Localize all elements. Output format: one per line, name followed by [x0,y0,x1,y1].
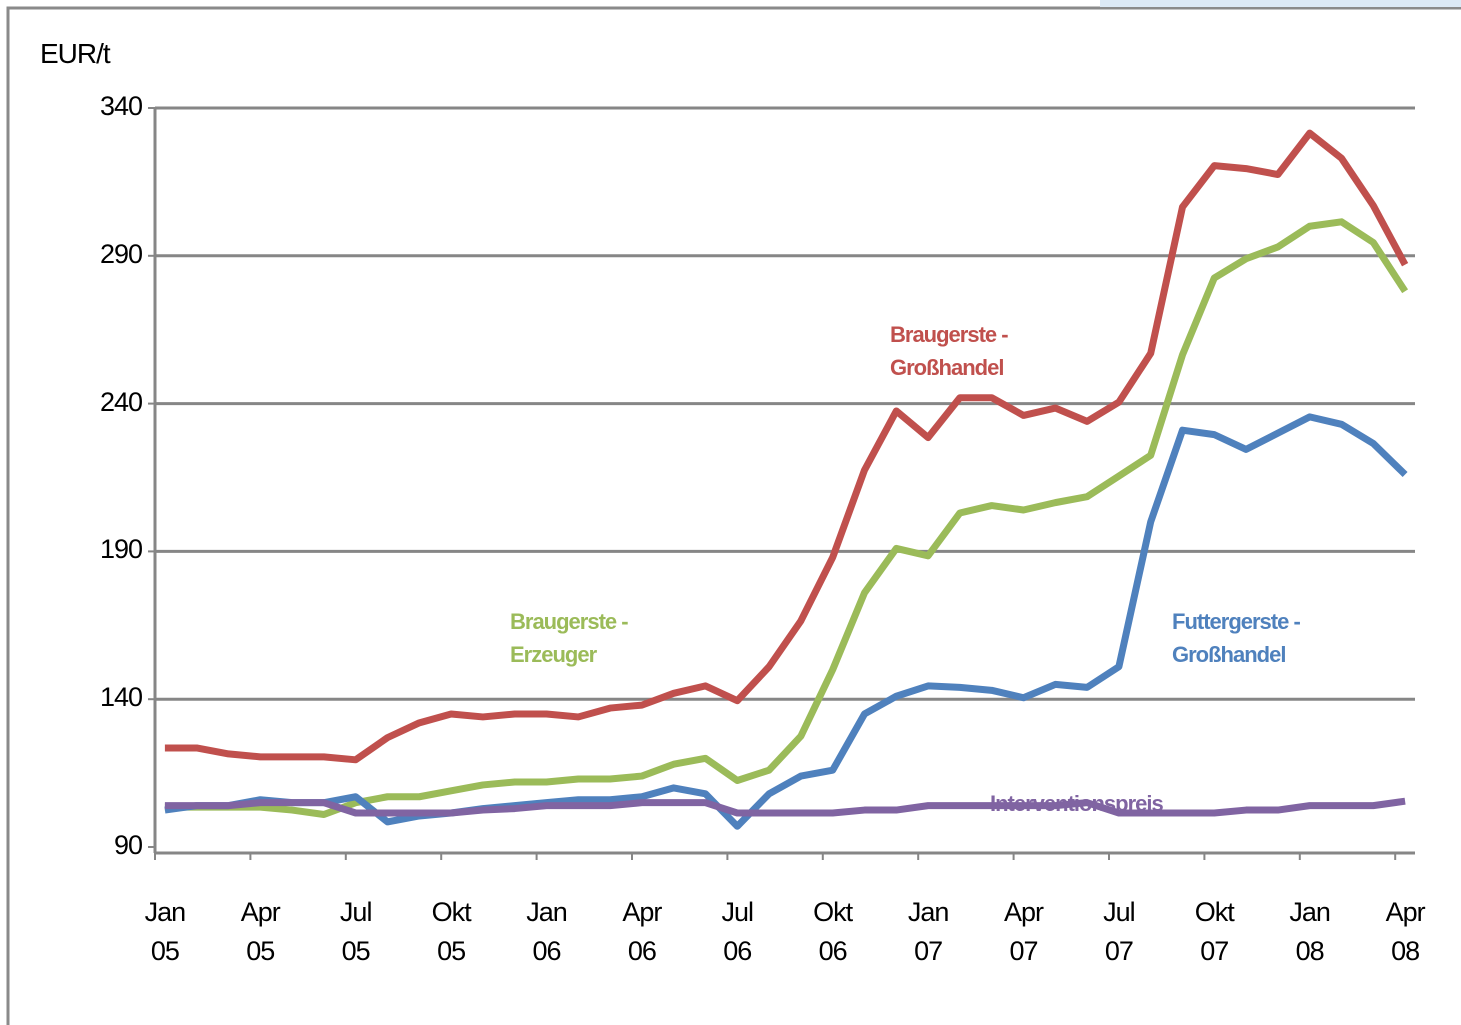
y-tick-label: 290 [99,238,143,269]
y-tick-label: 140 [99,682,143,713]
frame [6,6,1461,1025]
series-label: Braugerste - Erzeuger [510,609,629,667]
x-tick-label: Jan 07 [907,897,950,967]
x-tick-label: Okt 07 [1194,897,1235,967]
series-line [164,413,1408,830]
series-line [164,218,1409,818]
y-axis-label: EUR/t [40,38,111,69]
x-tick-label: Okt 05 [431,897,472,967]
series-line [164,797,1406,817]
series-label: Interventionspreis [990,791,1164,816]
x-tick-label: Jan 05 [144,897,187,967]
series-label: Braugerste - Großhandel [890,322,1009,380]
series-line [164,129,1409,764]
x-tick-label: Apr 08 [1385,897,1426,967]
x-tick-label: Jul 06 [721,897,755,967]
x-tick-label: Apr 06 [622,897,662,967]
x-tick-label: Jul 07 [1103,897,1136,967]
y-tick-label: 90 [113,830,143,860]
x-tick-label: Okt 06 [813,897,853,967]
y-tick-label: 240 [99,386,143,417]
x-tick-label: Apr 07 [1003,897,1044,967]
frame-strip [1100,0,1461,7]
y-tick-label: 190 [99,534,143,565]
y-tick-label: 340 [99,91,143,121]
x-tick-label: Apr 05 [240,897,281,967]
x-tick-label: Jan 08 [1289,897,1331,967]
x-tick-label: Jul 05 [339,897,373,967]
x-tick-label: Jan 06 [526,897,568,967]
series-label: Futtergerste - Großhandel [1172,609,1301,667]
